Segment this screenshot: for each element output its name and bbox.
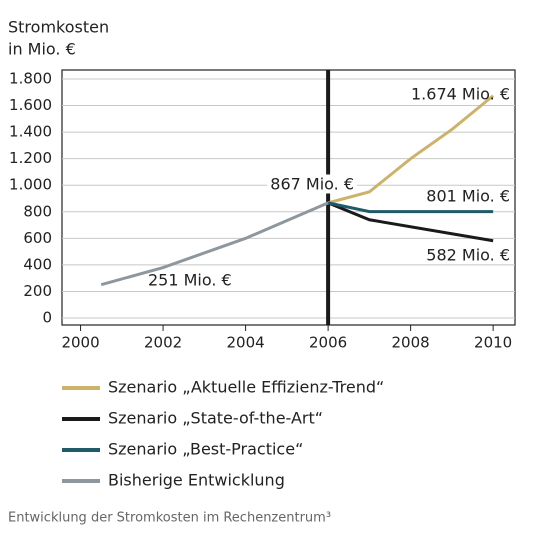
- annotation: 801 Mio. €: [426, 187, 510, 206]
- y-axis-label: Stromkosten: [8, 18, 109, 37]
- y-tick-label: 1.000: [9, 176, 52, 194]
- annotation: 251 Mio. €: [148, 271, 232, 290]
- y-tick-label: 800: [23, 202, 52, 220]
- y-tick-label: 1.400: [9, 123, 52, 141]
- legend-label: Szenario „Aktuelle Effizienz-Trend“: [108, 378, 384, 397]
- plot-frame: [61, 69, 516, 326]
- y-tick-label: 400: [23, 255, 52, 273]
- y-tick-label: 1.600: [9, 96, 52, 114]
- legend-label: Szenario „State-of-the-Art“: [108, 409, 323, 428]
- x-tick-label: 2000: [61, 334, 99, 352]
- x-tick-label: 2010: [474, 334, 512, 352]
- annotation: 1.674 Mio. €: [411, 85, 510, 104]
- x-tick-label: 2002: [144, 334, 182, 352]
- x-tick-label: 2008: [392, 334, 430, 352]
- caption: Entwicklung der Stromkosten im Rechenzen…: [8, 511, 331, 526]
- y-tick-label: 1.800: [9, 70, 52, 88]
- y-tick-label: 600: [23, 229, 52, 247]
- y-tick-label: 1.200: [9, 149, 52, 167]
- y-tick-label: 0: [42, 309, 52, 327]
- y-tick-label: 200: [23, 282, 52, 300]
- x-tick-label: 2006: [309, 334, 347, 352]
- y-axis-label: in Mio. €: [8, 40, 76, 59]
- legend-label: Bisherige Entwicklung: [108, 471, 285, 490]
- series-line: [100, 201, 329, 287]
- series-line: [327, 201, 494, 214]
- series-line: [327, 201, 494, 243]
- annotation: 582 Mio. €: [426, 246, 510, 265]
- annotation-bg: [267, 174, 357, 194]
- series-line: [327, 94, 495, 205]
- x-tick-label: 2004: [226, 334, 264, 352]
- annotation: 867 Mio. €: [270, 175, 354, 194]
- legend-label: Szenario „Best-Practice“: [108, 440, 303, 459]
